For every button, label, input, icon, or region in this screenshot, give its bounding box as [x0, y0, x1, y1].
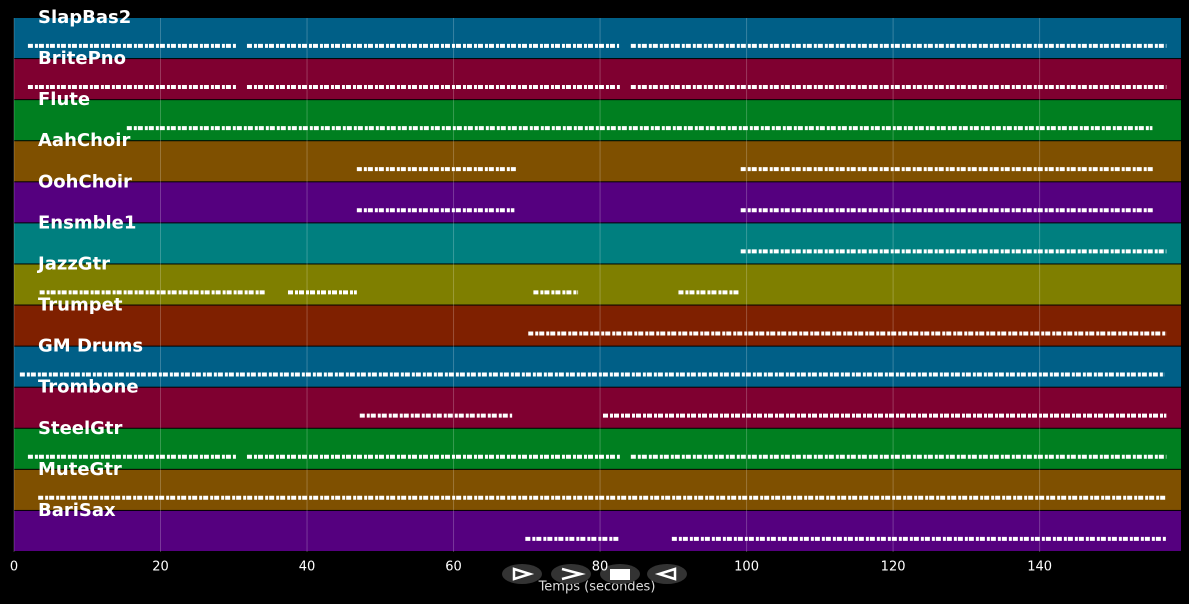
- track-band: [14, 141, 1181, 182]
- track-label: JazzGtr: [36, 253, 110, 274]
- tracks: [14, 18, 1181, 551]
- x-tick-label: 140: [1027, 560, 1052, 575]
- track-band: [14, 264, 1181, 305]
- stop-button[interactable]: [600, 564, 640, 584]
- x-tick-label: 120: [881, 560, 906, 575]
- track-label: SlapBas2: [38, 7, 131, 28]
- x-tick-label: 60: [445, 560, 462, 575]
- track-label: BariSax: [38, 500, 116, 521]
- track-label: BritePno: [38, 48, 126, 69]
- track-band: [14, 223, 1181, 264]
- x-tick-label: 20: [152, 560, 169, 575]
- x-axis-label: Temps (secondes): [538, 580, 656, 595]
- controls: [502, 564, 687, 584]
- track-label: Trumpet: [38, 295, 123, 316]
- x-tick-label: 40: [299, 560, 316, 575]
- forward-button[interactable]: [551, 564, 591, 584]
- grid: [13, 18, 1041, 552]
- track-band: [14, 305, 1181, 346]
- track-band: [14, 510, 1181, 551]
- track-label: GM Drums: [38, 336, 143, 357]
- track-band: [14, 428, 1181, 469]
- track-label: Ensmble1: [38, 212, 136, 233]
- track-label: Flute: [38, 89, 90, 110]
- track-label: SteelGtr: [38, 418, 123, 439]
- x-tick-label: 100: [734, 560, 759, 575]
- track-band: [14, 346, 1181, 387]
- x-tick-label: 0: [10, 560, 18, 575]
- x-tick-label: 80: [592, 560, 609, 575]
- track-band: [14, 469, 1181, 510]
- track-band: [14, 100, 1181, 141]
- track-band: [14, 18, 1181, 59]
- track-band: [14, 182, 1181, 223]
- play-button[interactable]: [502, 564, 542, 584]
- track-band: [14, 387, 1181, 428]
- track-label: MuteGtr: [38, 459, 122, 480]
- track-label: AahChoir: [38, 130, 130, 151]
- rewind-button[interactable]: [647, 564, 687, 584]
- track-label: Trombone: [38, 377, 139, 398]
- track-label: OohChoir: [38, 171, 132, 192]
- track-band: [14, 59, 1181, 100]
